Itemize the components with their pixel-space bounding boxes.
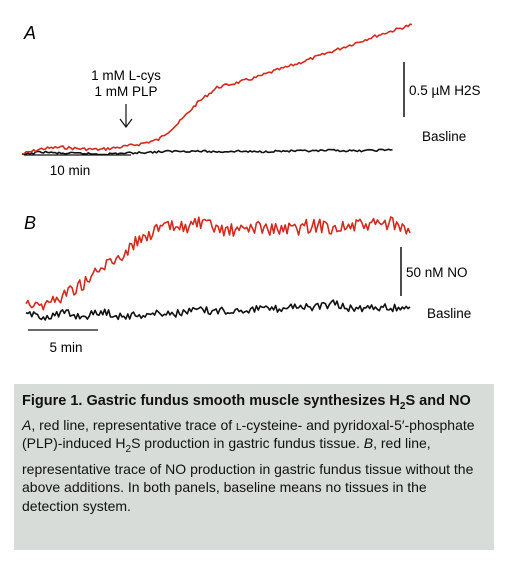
panel-a-label: A — [23, 23, 36, 43]
red-trace-panel-a — [21, 23, 413, 155]
panel-b: B 50 nM NO Basline 5 min — [24, 213, 471, 355]
panel-a-series — [21, 23, 413, 156]
red-trace-panel-b — [25, 216, 411, 311]
panel-b-series — [25, 216, 411, 321]
figure-caption: Figure 1. Gastric fundus smooth muscle s… — [14, 384, 494, 550]
figure-panels: A 1 mM L-cys 1 mM PLP 0.5 µM H2S Basline… — [21, 23, 481, 355]
panel-a-baseline-label: Basline — [422, 129, 466, 144]
panel-b-baseline-label: Basline — [427, 306, 471, 321]
caption-title: Figure 1. Gastric fundus smooth muscle s… — [22, 393, 471, 412]
annotation-line-2: 1 mM PLP — [94, 84, 157, 99]
panel-b-x-scale-label: 5 min — [49, 340, 82, 355]
baseline-trace-panel-a — [21, 148, 393, 156]
panel-b-y-scale-label: 50 nM NO — [406, 265, 468, 280]
caption-body: A, red line, representative trace of l-c… — [22, 416, 475, 514]
panel-a: A 1 mM L-cys 1 mM PLP 0.5 µM H2S Basline… — [21, 23, 481, 178]
baseline-trace-panel-b — [25, 299, 411, 321]
panel-b-label: B — [24, 213, 36, 233]
panel-a-y-scale-label: 0.5 µM H2S — [409, 83, 481, 98]
panel-a-x-scale-label: 10 min — [50, 163, 91, 178]
annotation-arrow — [119, 104, 133, 128]
annotation-line-1: 1 mM L-cys — [91, 68, 161, 83]
